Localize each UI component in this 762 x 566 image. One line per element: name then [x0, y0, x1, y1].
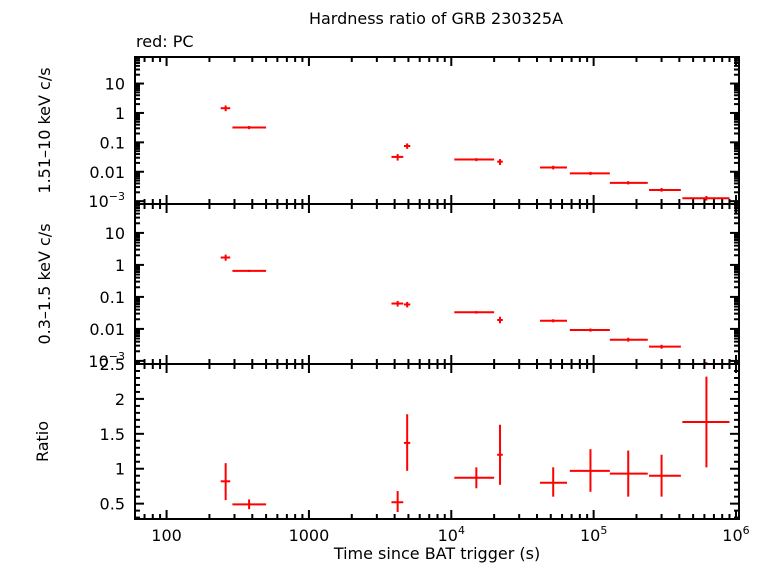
chart-subtitle: red: PC: [136, 32, 194, 51]
data-point: [497, 159, 503, 165]
data-point: [391, 300, 404, 307]
y-tick-label: 10: [105, 75, 125, 94]
y-axis-label: 1.51–10 keV c/s: [35, 67, 54, 193]
data-point: [682, 362, 730, 364]
x-tick-label: 104: [438, 524, 465, 545]
data-point: [497, 424, 503, 485]
panel-frame: [134, 203, 740, 365]
y-tick-label: 0.1: [100, 288, 125, 307]
data-point: [497, 316, 503, 324]
y-tick-label: 0.01: [89, 163, 125, 182]
data-series: [220, 105, 730, 201]
data-point: [609, 181, 648, 185]
y-tick-exponent: −3: [109, 190, 125, 203]
y-axis-label: Ratio: [33, 421, 52, 462]
x-tick-label: 105: [580, 524, 607, 545]
y-tick-label: 1: [115, 256, 125, 275]
data-point: [609, 450, 648, 497]
y-tick-label: 0.5: [100, 495, 125, 514]
x-axis-label: Time since BAT trigger (s): [333, 544, 540, 563]
data-point: [540, 467, 568, 497]
data-point: [454, 467, 495, 489]
data-point: [232, 125, 267, 130]
data-series: [220, 376, 730, 513]
data-point: [649, 454, 681, 497]
y-tick-label: 0.1: [100, 133, 125, 152]
data-point: [569, 449, 610, 492]
x-tick-exponent: 6: [743, 524, 750, 537]
data-point: [649, 188, 681, 192]
data-point: [403, 301, 411, 308]
data-point: [391, 491, 404, 513]
chart-title: Hardness ratio of GRB 230325A: [309, 9, 563, 28]
y-tick-label: 10−3: [88, 190, 125, 211]
data-point: [540, 319, 568, 323]
x-tick-exponent: 5: [600, 524, 607, 537]
data-point: [220, 463, 231, 501]
x-tick-exponent: 4: [458, 524, 465, 537]
data-point: [232, 499, 267, 510]
data-point: [454, 158, 495, 162]
data-point: [682, 195, 730, 201]
data-point: [609, 337, 648, 342]
data-point: [403, 143, 411, 149]
data-point: [682, 376, 730, 468]
panel-1: 10 1 0.1 0.01 10−3 1.51–10 keV c/s: [35, 56, 740, 211]
panel-3: 0.5 1 1.5 2 2.5 Ratio: [33, 355, 740, 520]
data-point: [569, 328, 610, 332]
data-point: [540, 165, 568, 170]
y-tick-label: 1: [115, 104, 125, 123]
data-series: [220, 254, 730, 364]
x-tick-label: 106: [722, 524, 749, 545]
y-axis-label: 0.3–1.5 keV c/s: [35, 223, 54, 344]
data-point: [220, 254, 231, 261]
y-tick-label: 0.01: [89, 320, 125, 339]
x-tick-label: 100: [151, 526, 182, 545]
x-tick-label: 1000: [289, 526, 330, 545]
data-point: [391, 154, 404, 161]
data-point: [649, 344, 681, 349]
data-point: [569, 171, 610, 175]
y-tick-label: 2: [115, 390, 125, 409]
data-point: [454, 311, 495, 314]
y-tick-label: 10: [105, 224, 125, 243]
data-point: [403, 414, 411, 471]
y-tick-exponent: −3: [109, 350, 125, 363]
y-tick-label: 2.5: [100, 355, 125, 374]
y-tick-label: 1.5: [100, 425, 125, 444]
data-point: [220, 105, 231, 112]
panel-frame: [134, 56, 740, 205]
y-tick-label: 1: [115, 460, 125, 479]
data-point: [232, 269, 267, 272]
